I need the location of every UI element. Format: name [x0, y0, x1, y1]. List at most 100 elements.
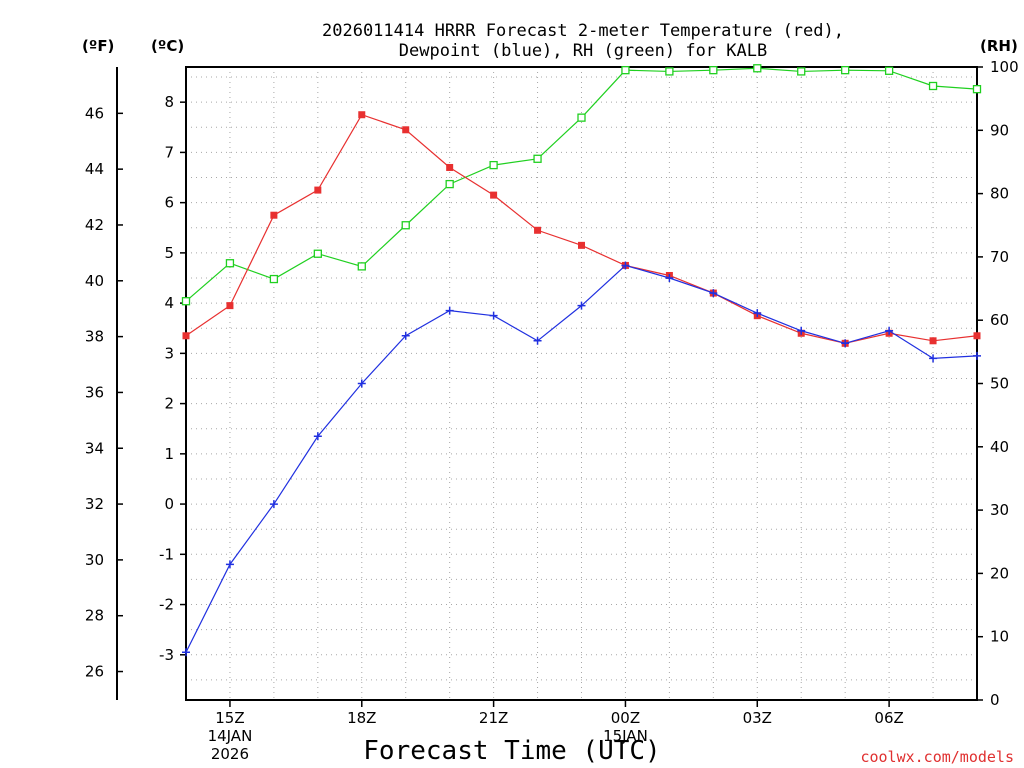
celsius-tick-label: 6: [164, 194, 174, 212]
celsius-tick-label: 4: [164, 294, 174, 312]
x-tick-label: 21Z: [479, 709, 508, 727]
celsius-tick-label: 7: [164, 143, 174, 161]
dewpoint-point: [577, 301, 586, 310]
celsius-tick-label: 5: [164, 244, 174, 262]
rh-point: [621, 66, 630, 75]
rh-point: [665, 67, 674, 76]
rh-tick-label: 30: [990, 501, 1009, 519]
temperature-point: [534, 226, 542, 234]
temperature-point: [358, 111, 366, 119]
rh-point: [225, 259, 235, 268]
rh-tick-label: 80: [990, 185, 1009, 203]
chart-title-line2: Dewpoint (blue), RH (green) for KALB: [399, 41, 767, 61]
rh-tick-label: 90: [990, 121, 1009, 139]
temperature-point: [929, 337, 937, 345]
celsius-tick-label: 8: [164, 93, 174, 111]
x-axis-label: Forecast Time (UTC): [363, 736, 660, 766]
rh-point: [181, 297, 191, 306]
dewpoint-point: [269, 500, 278, 509]
celsius-tick-label: -1: [159, 545, 174, 563]
rh-tick-label: 70: [990, 248, 1009, 266]
rh-point: [401, 221, 410, 230]
rh-point: [577, 113, 586, 122]
celsius-tick-label: -3: [159, 646, 174, 664]
dewpoint-point: [753, 309, 762, 318]
fahrenheit-tick-label: 42: [85, 216, 104, 234]
dewpoint-point: [929, 354, 938, 363]
dewpoint-point: [709, 289, 718, 298]
x-tick-label: 18Z: [347, 709, 376, 727]
rh-point: [357, 262, 366, 271]
grid: [186, 67, 977, 700]
rh-tick-label: 0: [990, 691, 1000, 709]
rh-tick-label: 20: [990, 564, 1009, 582]
dewpoint-line: [185, 264, 978, 653]
temperature-point: [314, 186, 322, 194]
x-tick-label: 03Z: [743, 709, 772, 727]
credit-text: coolwx.com/models: [860, 748, 1014, 766]
dewpoint-point: [401, 331, 410, 340]
x-tick-label: 15Z: [215, 709, 244, 727]
fahrenheit-tick-label: 34: [85, 439, 104, 457]
rh-point: [489, 160, 498, 170]
fahrenheit-tick-label: 44: [85, 160, 104, 178]
rh-tick-label: 10: [990, 628, 1009, 646]
fahrenheit-tick-label: 28: [85, 607, 104, 625]
temperature-point: [402, 126, 410, 134]
dewpoint-point: [665, 274, 674, 282]
dewpoint-point: [621, 261, 630, 270]
series: [181, 64, 982, 657]
rh-point: [313, 249, 322, 258]
dewpoint-point: [182, 648, 190, 657]
rh-unit-label: (RH): [980, 37, 1018, 55]
temperature-point: [490, 191, 498, 199]
rh-point: [928, 81, 938, 91]
temperature-point: [973, 332, 981, 340]
dewpoint-point: [973, 351, 981, 360]
rh-point: [709, 66, 718, 75]
fahrenheit-unit-label: (ºF): [82, 37, 114, 55]
temperature-point: [270, 211, 278, 219]
dewpoint-point: [533, 336, 542, 345]
dewpoint-point: [225, 560, 234, 569]
fahrenheit-tick-label: 26: [85, 663, 104, 681]
rh-tick-label: 50: [990, 375, 1009, 393]
dewpoint-point: [885, 326, 894, 335]
dewpoint-point: [313, 432, 322, 441]
fahrenheit-tick-label: 30: [85, 551, 104, 569]
fahrenheit-tick-label: 40: [85, 272, 104, 290]
dewpoint-point: [797, 326, 806, 335]
dewpoint-point: [489, 311, 498, 320]
x-tick-label: 06Z: [874, 709, 903, 727]
celsius-tick-label: 1: [164, 445, 174, 463]
x-tick-date-label: 15JAN: [603, 727, 648, 745]
rh-point: [884, 66, 894, 75]
rh-point: [753, 64, 762, 73]
celsius-tick-label: 3: [164, 344, 174, 362]
fahrenheit-tick-label: 38: [85, 328, 104, 346]
rh-point: [445, 179, 454, 189]
x-tick-label: 00Z: [611, 709, 640, 727]
rh-point: [269, 274, 279, 284]
plot-frame: [185, 66, 978, 701]
axes: [116, 66, 983, 707]
temperature-point: [446, 163, 454, 171]
celsius-tick-label: -2: [159, 596, 174, 614]
rh-point: [841, 66, 850, 75]
dewpoint-point: [841, 339, 850, 348]
x-tick-year-label: 2026: [211, 745, 249, 763]
fahrenheit-tick-label: 32: [85, 495, 104, 513]
temperature-point: [226, 302, 234, 310]
fahrenheit-tick-label: 36: [85, 383, 104, 401]
chart-title-line1: 2026011414 HRRR Forecast 2-meter Tempera…: [322, 21, 844, 41]
rh-point: [533, 154, 542, 163]
celsius-tick-label: 2: [164, 395, 174, 413]
fahrenheit-tick-label: 46: [85, 104, 104, 122]
dewpoint-point: [445, 306, 454, 315]
temperature-point: [578, 241, 585, 249]
temperature-point: [182, 332, 190, 340]
celsius-unit-label: (ºC): [151, 37, 184, 55]
rh-tick-label: 40: [990, 438, 1009, 456]
tick-labels: -3-2-10123456782628303234363840424446010…: [85, 58, 1019, 763]
